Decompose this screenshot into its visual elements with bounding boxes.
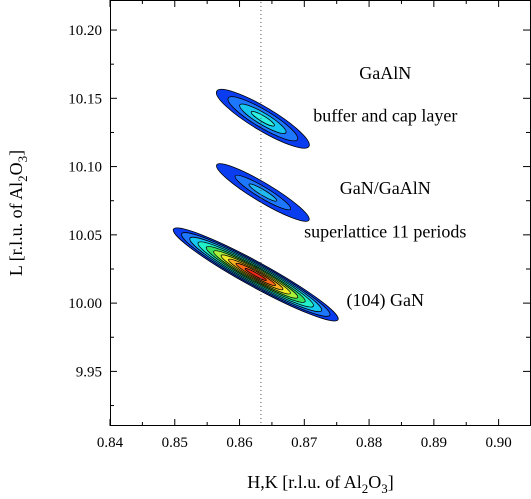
contour-layer [172,88,339,322]
x-tick-label: 0.86 [226,435,253,451]
x-tick-label: 0.90 [485,435,511,451]
plot-frame [110,0,531,426]
y-tick-label: 10.20 [68,23,102,39]
y-tick-label: 9.95 [76,364,102,380]
annotation-text: buffer and cap layer [313,106,457,126]
annotation-text: GaN/GaAlN [340,178,431,198]
y-tick-label: 10.00 [68,296,102,312]
y-axis-label-sub-1: 2 [15,175,30,182]
contour-level [244,267,267,281]
annotation-text: superlattice 11 periods [304,222,466,242]
x-axis-label-sub-2: 3 [381,481,388,496]
y-tick-label: 10.10 [68,160,102,176]
x-tick-label: 0.85 [162,435,188,451]
x-axis-label: H,K [r.l.u. of Al2O3] [247,472,394,496]
y-tick-label: 10.15 [68,91,102,107]
y-axis-label-sub-2: 3 [15,156,30,163]
peak-contours [216,163,310,222]
x-tick-label: 0.84 [97,435,124,451]
x-tick-label: 0.87 [291,435,318,451]
contour-level [250,111,275,127]
x-axis-ticks: 0.84 0.85 0.86 0.87 0.88 0.89 0.90 [97,0,512,451]
x-tick-label: 0.89 [421,435,447,451]
y-axis-ticks: 9.95 10.00 10.05 10.10 10.15 10.20 [68,23,530,407]
peak-contours [215,88,310,149]
x-tick-label: 0.88 [356,435,382,451]
annotation-text: GaAlN [359,63,411,83]
y-axis-label: L [r.l.u. of Al2O3] [6,150,30,276]
peak-contours [172,227,339,322]
y-tick-label: 10.05 [68,228,102,244]
annotation-text: (104) GaN [347,290,424,311]
x-axis-label-sub-1: 2 [362,481,369,496]
annotations: GaAlN buffer and cap layer GaN/GaAlN superl… [304,63,466,311]
